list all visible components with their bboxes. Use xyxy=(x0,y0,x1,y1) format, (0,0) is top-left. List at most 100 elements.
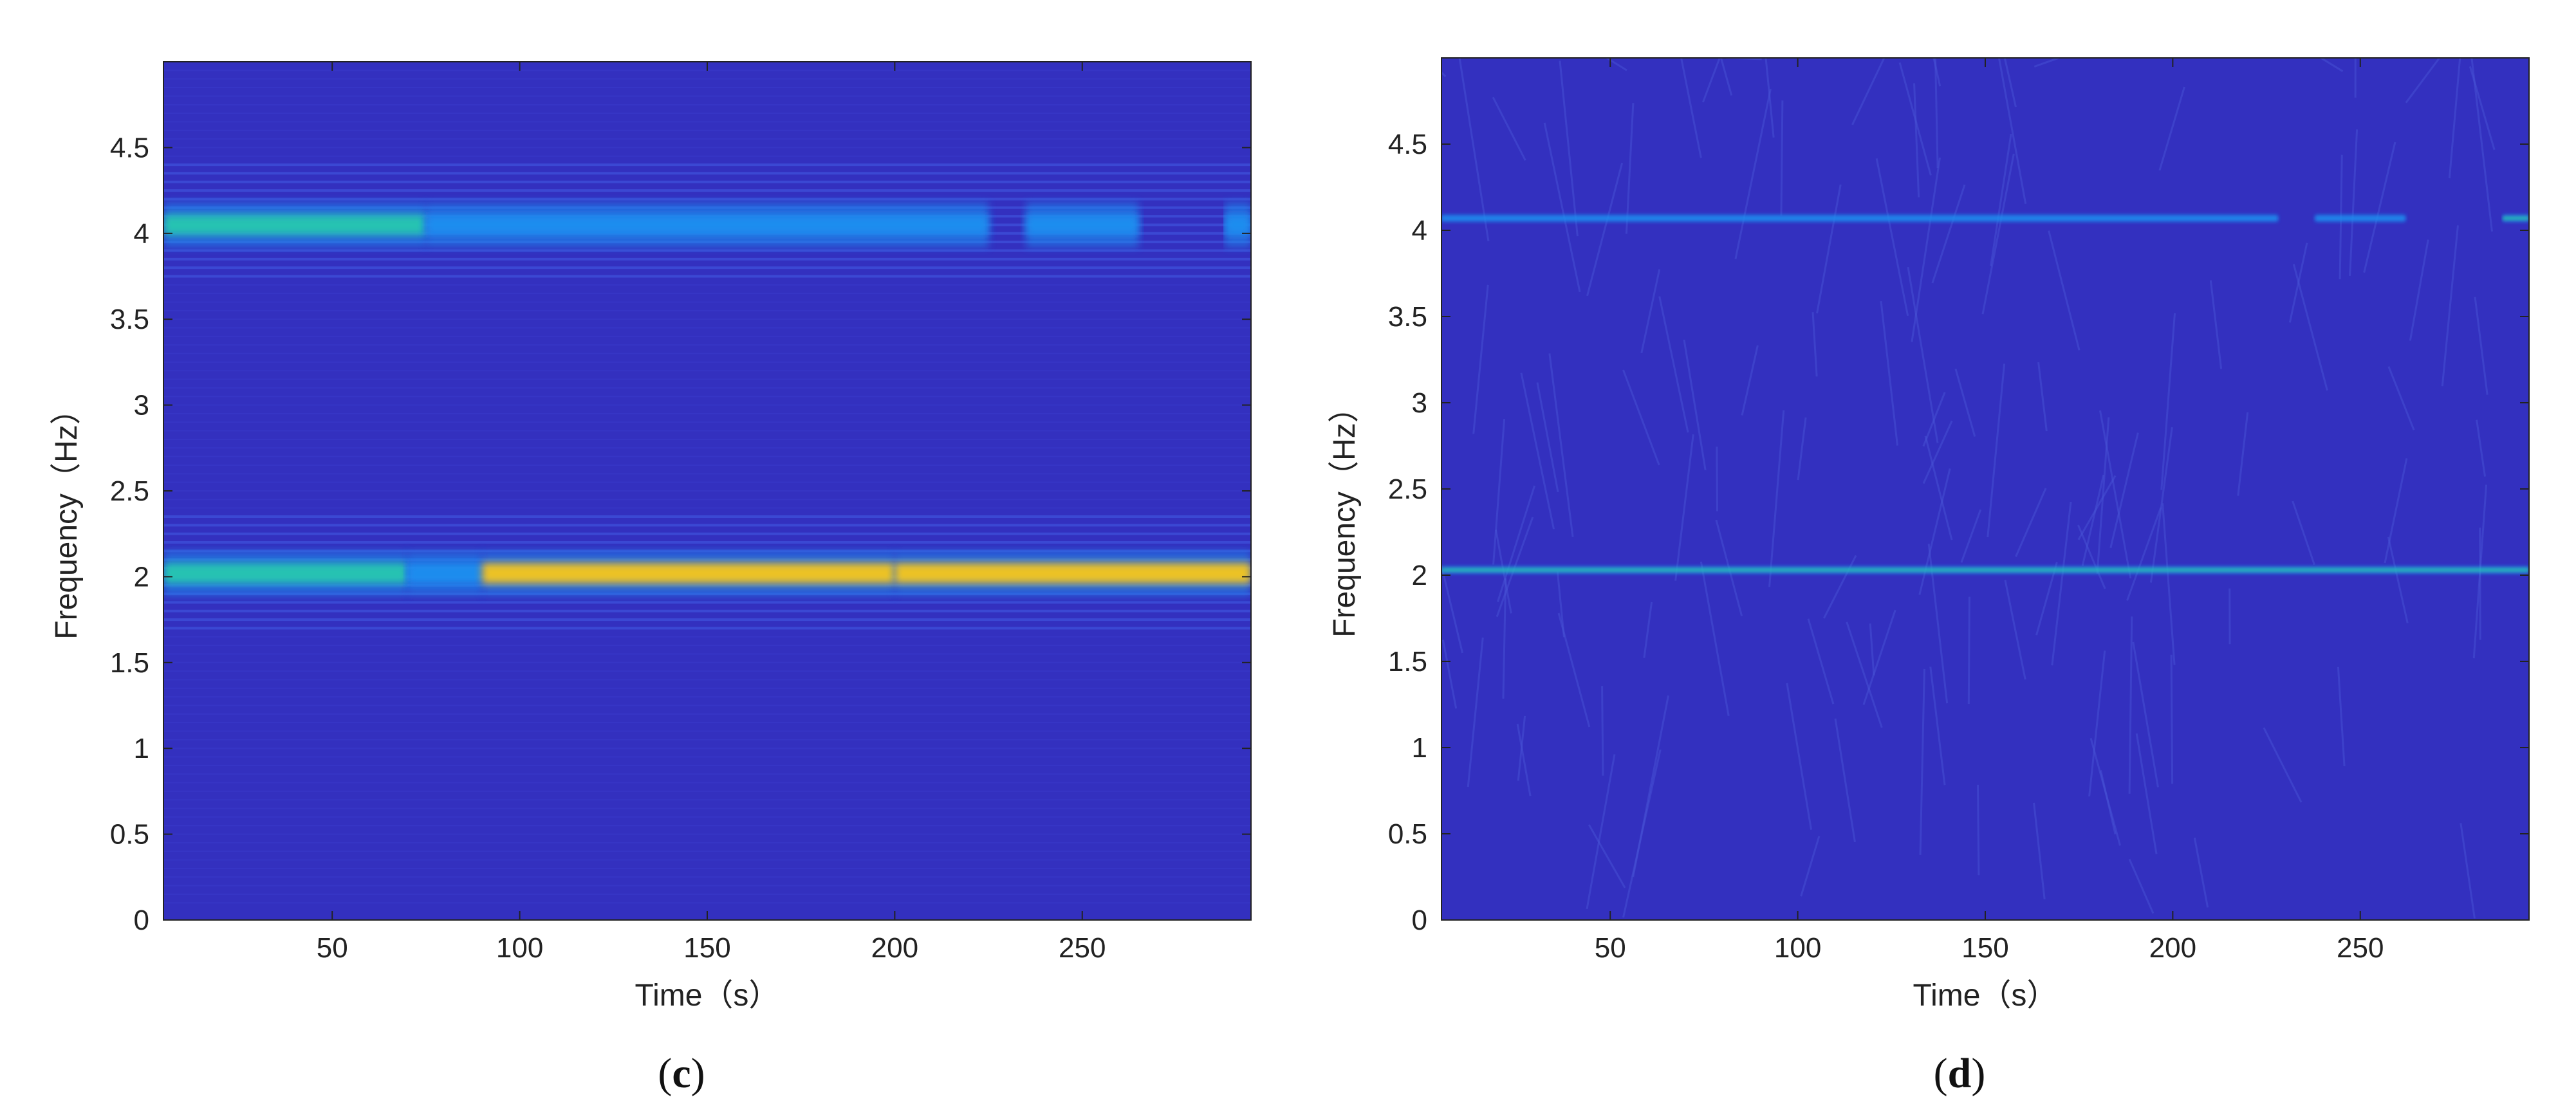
x-axis-label: Time（s） xyxy=(635,979,780,1013)
texture-vein xyxy=(1875,158,1909,317)
texture-vein xyxy=(1674,434,1694,581)
texture-vein xyxy=(1517,715,1526,781)
texture-vein xyxy=(2170,654,2174,784)
x-tick-label: 50 xyxy=(317,932,348,964)
spectrogram-panel-d: 50 100 150 200 250 0 0.5 1 1.5 2 2.5 3 3.5 4 4.5 Time（s… xyxy=(1288,0,2575,1113)
texture-vein xyxy=(1954,368,1976,437)
texture-vein xyxy=(2237,412,2249,496)
texture-vein xyxy=(1520,373,1555,529)
band-segment-1-1 xyxy=(407,563,483,584)
texture-vein xyxy=(1977,784,1980,876)
texture-vein xyxy=(1458,58,1490,242)
texture-vein xyxy=(2469,66,2496,151)
texture-vein xyxy=(1987,363,2006,538)
texture-vein xyxy=(2037,362,2048,432)
texture-vein xyxy=(1586,163,1624,297)
y-tick-label: 2 xyxy=(1412,560,1427,591)
y-tick-label: 2.5 xyxy=(110,475,149,507)
band-segment-0-0 xyxy=(1441,216,2278,220)
texture-vein xyxy=(2320,58,2344,73)
y-tick-label: 1.5 xyxy=(1388,646,1427,677)
texture-vein xyxy=(2109,432,2139,549)
texture-vein xyxy=(1557,612,1591,728)
texture-vein xyxy=(1797,417,1807,481)
texture-vein xyxy=(2476,419,2487,477)
texture-vein xyxy=(1680,58,1702,158)
x-tick-label: 150 xyxy=(683,932,730,964)
texture-vein xyxy=(2004,580,2026,680)
y-tick-label: 0.5 xyxy=(1388,818,1427,850)
texture-vein xyxy=(1846,621,1883,728)
spectrogram-chart-c: 50 100 150 200 250 0 0.5 1 1.5 2 2.5 3 3.5 4 4.5 Time（s… xyxy=(50,61,1252,1097)
texture-vein xyxy=(2384,458,2408,564)
band-segment-0-1 xyxy=(2315,216,2405,220)
texture-vein xyxy=(1643,602,1653,658)
spectrogram-chart-d: 50 100 150 200 250 0 0.5 1 1.5 2 2.5 3 3.5 4 4.5 Time（s… xyxy=(1328,57,2530,1097)
texture-vein xyxy=(1516,724,1532,796)
y-tick-label: 3.5 xyxy=(1388,301,1427,333)
texture-vein xyxy=(2460,823,2476,919)
y-tick-label: 1.5 xyxy=(110,647,149,679)
y-tick-label: 4 xyxy=(134,218,149,250)
texture-vein xyxy=(1548,353,1574,537)
texture-vein xyxy=(1601,686,1604,776)
x-tick-label: 100 xyxy=(496,932,543,964)
texture-vein xyxy=(1502,578,1507,699)
texture-vein xyxy=(1734,88,1772,259)
texture-vein xyxy=(1913,83,1920,198)
texture-vein xyxy=(1823,555,1857,619)
texture-vein xyxy=(1812,312,1818,377)
y-tick-label: 0.5 xyxy=(110,819,149,851)
band-segment-1-0 xyxy=(163,563,407,584)
texture-vein xyxy=(1918,468,1951,595)
band-segment-0-2 xyxy=(2503,216,2529,220)
texture-vein xyxy=(2209,280,2223,369)
texture-vein xyxy=(2292,501,2315,566)
y-axis-label: Frequency（Hz） xyxy=(50,394,84,639)
texture-vein xyxy=(2470,58,2493,232)
y-tick-label: 4.5 xyxy=(110,132,149,163)
texture-vein xyxy=(1467,637,1484,787)
texture-vein xyxy=(1632,695,1670,878)
texture-vein xyxy=(1922,420,1953,484)
texture-vein xyxy=(1834,718,1856,843)
texture-vein xyxy=(1780,100,1784,216)
texture-vein xyxy=(1934,58,1939,169)
texture-vein xyxy=(1492,97,1526,161)
texture-vein xyxy=(1816,184,1842,314)
texture-vein xyxy=(1536,382,1559,493)
texture-vein xyxy=(2162,503,2176,665)
texture-vein xyxy=(2126,507,2162,601)
x-tick-label: 50 xyxy=(1595,932,1626,964)
x-tick-label: 200 xyxy=(2149,932,2196,964)
texture-vein xyxy=(2149,427,2173,583)
texture-vein xyxy=(1997,58,2027,205)
x-tick-label: 200 xyxy=(871,932,918,964)
texture-vein xyxy=(2048,230,2080,351)
texture-vein xyxy=(2363,142,2396,273)
band-segment-1-0 xyxy=(1441,568,2529,572)
x-tick-label: 250 xyxy=(2337,932,2384,964)
texture-vein xyxy=(1702,58,1721,103)
y-tick-label: 3.5 xyxy=(110,304,149,335)
texture-vein xyxy=(2081,474,2105,566)
texture-vein xyxy=(1556,571,1565,638)
texture-vein xyxy=(2292,264,2328,391)
texture-vein xyxy=(1869,623,1875,676)
texture-vein xyxy=(2099,770,2117,835)
y-tick-label: 3 xyxy=(134,390,149,421)
texture-vein xyxy=(1625,103,1635,234)
texture-vein xyxy=(1924,436,1953,540)
panel-label: (d) xyxy=(1934,1050,1986,1097)
texture-vein xyxy=(1543,122,1581,293)
y-tick-label: 4 xyxy=(1412,215,1427,246)
y-tick-label: 2 xyxy=(134,561,149,593)
panel-label: (c) xyxy=(658,1050,705,1097)
texture-vein xyxy=(1851,58,1886,125)
texture-vein xyxy=(1765,58,1775,138)
texture-vein xyxy=(1800,836,1821,897)
texture-vein xyxy=(2096,417,2110,574)
texture-vein xyxy=(1559,60,1579,237)
texture-vein xyxy=(2158,86,2185,171)
texture-vein xyxy=(2077,524,2106,589)
